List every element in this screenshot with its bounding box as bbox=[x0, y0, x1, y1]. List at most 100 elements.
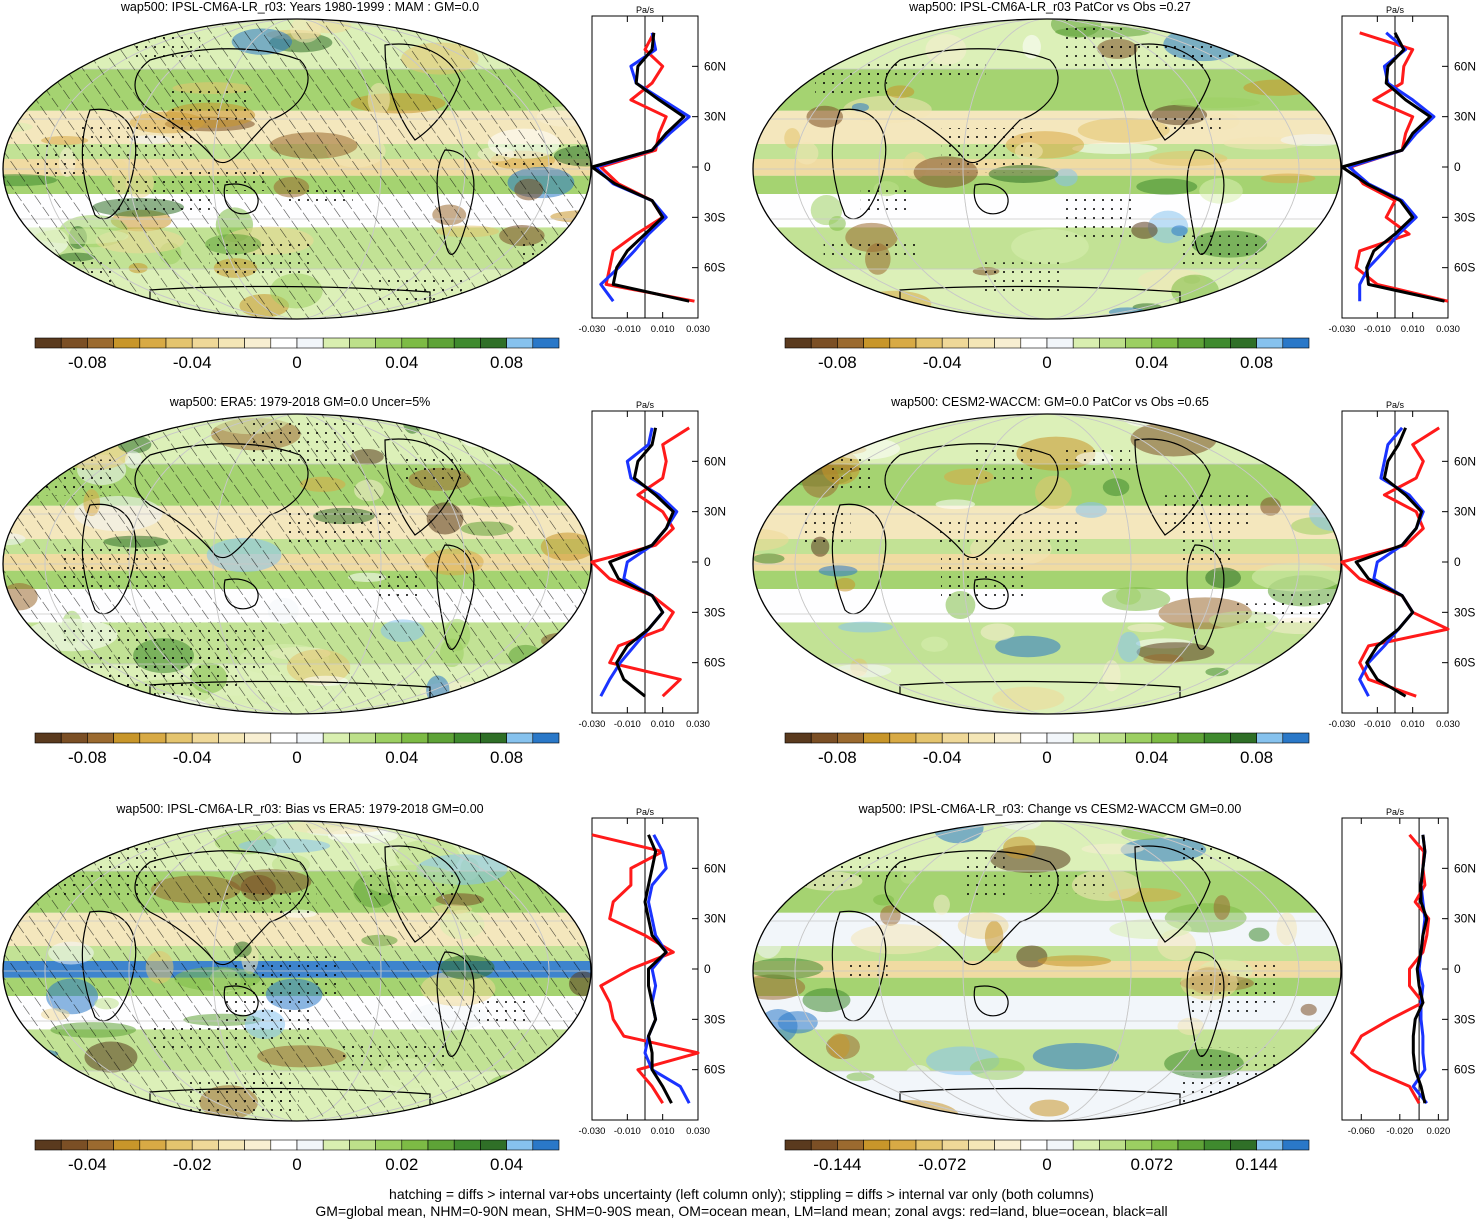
colorbar-label: -0.08 bbox=[818, 353, 857, 372]
map-blob bbox=[59, 28, 154, 40]
zonal-x-label: -0.010 bbox=[1364, 719, 1391, 730]
map-blob bbox=[1072, 142, 1158, 154]
zonal-x-label: -0.010 bbox=[1364, 324, 1391, 335]
map-blob bbox=[773, 1103, 810, 1121]
panel-title: wap500: IPSL-CM6A-LR_r03: Change vs CESM… bbox=[858, 802, 1242, 816]
map-blob bbox=[69, 698, 159, 709]
map-field bbox=[753, 821, 1341, 1121]
colorbar-swatch bbox=[139, 1139, 167, 1151]
map-blob bbox=[7, 414, 86, 429]
zonal-unit: Pa/s bbox=[636, 400, 655, 410]
zonal-x-label: -0.010 bbox=[614, 719, 641, 730]
stippling bbox=[377, 572, 424, 600]
stippling bbox=[227, 956, 337, 1001]
colorbar-swatch bbox=[1177, 1139, 1205, 1151]
map-blob bbox=[1037, 955, 1112, 967]
stippling bbox=[867, 58, 986, 79]
colorbar-swatch bbox=[532, 337, 560, 349]
colorbar-label: -0.04 bbox=[173, 748, 212, 767]
map-blob bbox=[1278, 1098, 1311, 1120]
colorbar-swatch bbox=[165, 732, 193, 744]
colorbar-swatch bbox=[1151, 337, 1179, 349]
colorbar-swatch bbox=[810, 337, 838, 349]
lat-label: 30N bbox=[1454, 912, 1476, 926]
stippling bbox=[962, 850, 1005, 896]
zonal-x-label: -0.030 bbox=[579, 719, 606, 730]
map-blob bbox=[1148, 150, 1228, 167]
zonal-x-label: 0.010 bbox=[651, 324, 675, 335]
coastline bbox=[899, 680, 1181, 714]
colorbar-swatch bbox=[1020, 732, 1048, 744]
stippling bbox=[826, 458, 877, 489]
colorbar-label: -0.08 bbox=[818, 748, 857, 767]
zonal-x-label: 0.030 bbox=[1436, 324, 1460, 335]
map-blob bbox=[753, 957, 824, 980]
stippling bbox=[1262, 832, 1341, 860]
zonal-x-label: 0.030 bbox=[686, 1126, 710, 1137]
colorbar-swatch bbox=[941, 337, 969, 349]
coastline bbox=[831, 503, 887, 615]
colorbar-swatch bbox=[1230, 1139, 1257, 1151]
map-blob bbox=[1143, 654, 1184, 664]
zonal-mean-plot: Pa/s 60N 30N 0 30S 60S -0.030 -0.010 0.010 0.030 bbox=[579, 5, 726, 335]
panel-graphics: Pa/s 60N 30N 0 30S 60S -0.030 -0.010 0.010 0.030 -… bbox=[752, 5, 1476, 372]
stippling bbox=[1180, 235, 1259, 270]
map-field bbox=[753, 414, 1341, 714]
graticule bbox=[878, 414, 1216, 714]
colorbar-swatch bbox=[191, 732, 219, 744]
colorbar: -0.144 -0.072 0 0.072 0.144 bbox=[784, 1139, 1310, 1174]
colorbar-swatch bbox=[889, 1139, 917, 1151]
zonal-x-label: -0.010 bbox=[614, 1126, 641, 1137]
map-blob bbox=[880, 905, 901, 926]
colorbar-swatch bbox=[784, 732, 812, 744]
stippling bbox=[980, 262, 1065, 296]
colorbar-swatch bbox=[1203, 732, 1231, 744]
zonal-x-label: -0.030 bbox=[1329, 324, 1356, 335]
panel-title: wap500: CESM2-WACCM: GM=0.0 PatCor vs Ob… bbox=[891, 395, 1209, 409]
colorbar-label: 0 bbox=[292, 1155, 301, 1174]
stippling bbox=[209, 242, 309, 276]
stippling bbox=[187, 1077, 299, 1114]
map-field bbox=[753, 19, 1341, 319]
zonal-unit: Pa/s bbox=[636, 5, 655, 15]
panel-graphics: Pa/s 60N 30N 0 30S 60S -0.030 -0.010 0.010 0.030 -… bbox=[2, 5, 726, 372]
map-blob bbox=[88, 690, 162, 714]
stippling bbox=[77, 121, 192, 162]
colorbar-swatch bbox=[427, 337, 455, 349]
panel-2: wap500: IPSL-CM6A-LR_r03 PatCor vs Obs =… bbox=[750, 0, 1483, 390]
stippling bbox=[1024, 868, 1106, 894]
map-blob bbox=[1280, 134, 1341, 147]
lat-label: 60S bbox=[704, 1063, 725, 1077]
colorbar-label: -0.04 bbox=[68, 1155, 107, 1174]
map-blob bbox=[838, 621, 893, 633]
map-blob bbox=[547, 252, 571, 267]
colorbar-swatch bbox=[375, 732, 403, 744]
colorbar-swatch bbox=[837, 337, 864, 349]
panel-graphics: Pa/s 60N 30N 0 30S 60S -0.030 -0.010 0.010 0.030 -… bbox=[2, 400, 726, 767]
lat-label: 0 bbox=[704, 962, 711, 976]
colorbar-label: 0.08 bbox=[490, 748, 523, 767]
map-border bbox=[752, 18, 1342, 320]
stippling bbox=[1234, 1088, 1287, 1108]
lat-label: 60N bbox=[1454, 861, 1476, 875]
zonal-unit: Pa/s bbox=[636, 807, 655, 817]
stippling bbox=[1111, 44, 1210, 68]
colorbar-label: 0.04 bbox=[1135, 748, 1168, 767]
map-band bbox=[753, 570, 1341, 589]
colorbar-swatch bbox=[218, 732, 245, 744]
map-blob bbox=[1274, 295, 1317, 313]
map-blob bbox=[1177, 1017, 1205, 1036]
stippling bbox=[1157, 113, 1221, 136]
zonal-x-label: 0.030 bbox=[1436, 719, 1460, 730]
zonal-x-label: -0.010 bbox=[614, 324, 641, 335]
stippling bbox=[247, 419, 356, 465]
stippling bbox=[364, 871, 457, 897]
map-blob bbox=[1260, 173, 1316, 184]
panel-graphics: Pa/s 60N 30N 0 30S 60S -0.030 -0.010 0.010 0.030 -… bbox=[2, 807, 726, 1174]
colorbar-swatch bbox=[375, 337, 403, 349]
zonal-series-ocean bbox=[1347, 31, 1436, 302]
colorbar-swatch bbox=[270, 337, 298, 349]
colorbar-swatch bbox=[863, 732, 891, 744]
map-blob bbox=[538, 414, 591, 432]
coastline bbox=[831, 910, 887, 1022]
